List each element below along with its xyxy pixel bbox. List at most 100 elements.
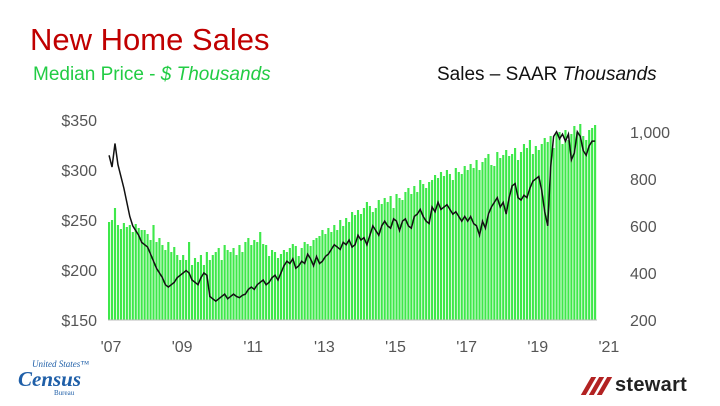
price-bar [318, 236, 321, 320]
price-bar [140, 230, 143, 320]
price-bar [365, 202, 368, 320]
x-axis-tick-label: '15 [385, 339, 406, 356]
price-bar [442, 176, 446, 320]
price-bar [359, 214, 363, 320]
price-bar [247, 238, 250, 320]
price-bar [229, 252, 232, 320]
price-bar [576, 132, 579, 320]
price-bar [223, 245, 226, 320]
price-bar [502, 155, 505, 320]
price-bar [173, 247, 176, 320]
census-logo-main: Census [18, 367, 82, 391]
price-bar [276, 258, 280, 320]
price-bar [294, 246, 297, 320]
price-bar [244, 242, 247, 320]
price-bar [143, 230, 146, 320]
price-bar [511, 154, 514, 320]
price-bar [182, 255, 185, 320]
price-bar [389, 196, 392, 320]
price-bar [466, 170, 469, 320]
price-bar [395, 194, 398, 320]
price-bar [413, 186, 416, 320]
price-bar [407, 188, 410, 320]
price-bar [392, 208, 395, 320]
left-axis-tick-label: $250 [61, 213, 97, 230]
price-bar [134, 224, 137, 320]
price-bar [380, 204, 383, 320]
right-axis-tick-label: 800 [630, 172, 657, 189]
price-bar [448, 174, 451, 320]
price-bar [525, 148, 528, 320]
price-bar [179, 260, 182, 320]
price-bar [481, 162, 484, 320]
x-axis-tick-label: '17 [456, 339, 477, 356]
price-bar [202, 265, 205, 320]
price-bar [377, 200, 380, 320]
price-bar [273, 252, 277, 320]
right-subtitle-unit: Thousands [562, 64, 657, 85]
chart-title: New Home Sales [30, 22, 270, 57]
price-bar [516, 160, 520, 320]
price-bar [439, 172, 443, 320]
right-axis-tick-label: 1,000 [630, 125, 670, 142]
price-bar [594, 125, 597, 320]
price-bar [268, 256, 271, 320]
price-bar [561, 144, 564, 320]
price-bar [108, 222, 111, 320]
price-bar [374, 208, 377, 320]
price-bar [585, 140, 588, 320]
price-bar [241, 252, 244, 320]
right-axis-tick-label: 400 [630, 266, 657, 283]
price-bar [579, 124, 582, 320]
price-bar [333, 225, 336, 320]
price-bar [149, 240, 152, 320]
price-bar [368, 206, 371, 320]
right-axis-tick-label: 600 [630, 219, 657, 236]
price-bar [401, 200, 404, 320]
price-bar [238, 245, 241, 320]
price-bar [196, 262, 200, 320]
price-bar [199, 255, 202, 320]
price-bar [457, 172, 460, 320]
price-bar [519, 152, 523, 320]
left-subtitle-plain: Median Price - [33, 64, 161, 85]
price-bar [514, 148, 517, 320]
price-bar [110, 220, 114, 320]
census-logo-bottom: Bureau [54, 389, 75, 397]
price-bar [282, 250, 285, 320]
price-bar [211, 255, 214, 320]
price-bar [540, 144, 543, 320]
price-bar [475, 160, 478, 320]
price-bar [591, 128, 594, 320]
price-bar [353, 215, 357, 320]
right-axis-subtitle: Sales – SAAR Thousands [437, 64, 657, 86]
price-bar [155, 242, 158, 320]
price-bar [309, 246, 312, 320]
price-bar [508, 156, 511, 320]
price-bar [386, 202, 389, 320]
price-bar [217, 248, 220, 320]
left-subtitle-unit: $ Thousands [160, 64, 271, 85]
price-bar [490, 165, 493, 320]
right-axis-tick-label: 200 [630, 313, 657, 330]
left-axis-tick-label: $200 [61, 263, 97, 280]
price-bar [214, 252, 217, 320]
stewart-wordmark: stewart [615, 374, 688, 396]
price-bar [158, 238, 161, 320]
left-axis-tick-label: $350 [61, 113, 97, 130]
price-bar [416, 192, 419, 320]
price-bar [188, 242, 191, 320]
census-logo-top: United States™ [32, 359, 90, 369]
price-bar [451, 180, 454, 320]
price-bar [472, 168, 475, 320]
price-bar [161, 245, 164, 320]
price-bar [185, 260, 188, 320]
price-bar [119, 229, 122, 320]
price-bar [256, 242, 259, 320]
left-axis-tick-label: $300 [61, 163, 97, 180]
price-bar [531, 154, 534, 320]
price-bar [549, 136, 552, 320]
price-bar [410, 194, 413, 320]
price-bar [546, 142, 549, 320]
price-bar [113, 208, 117, 320]
